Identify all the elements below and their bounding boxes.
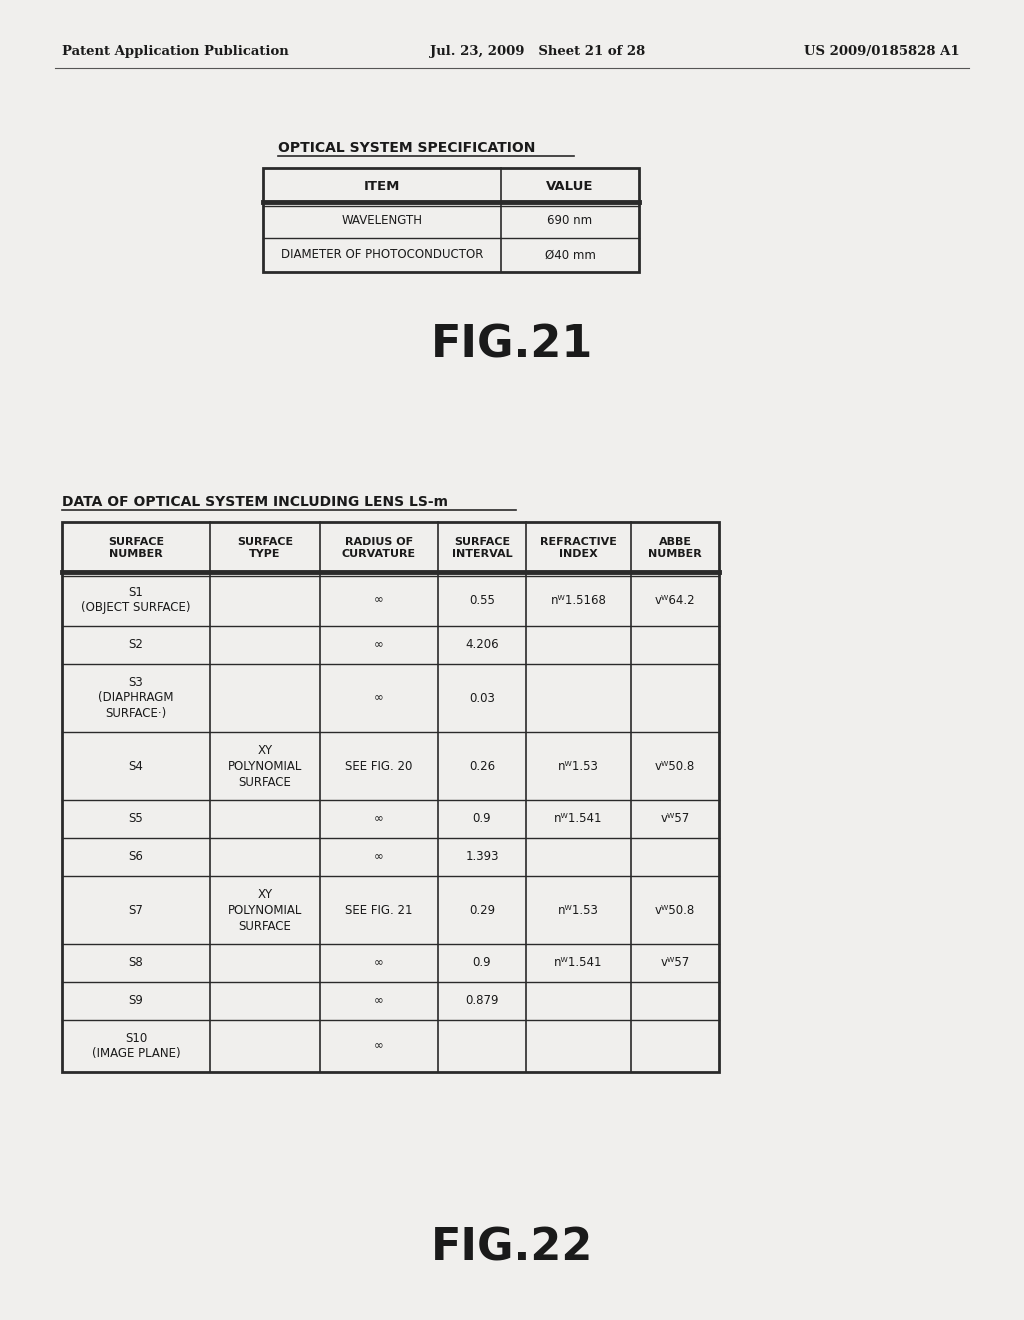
Text: SURFACE
TYPE: SURFACE TYPE (237, 537, 293, 560)
Text: ∞: ∞ (374, 957, 384, 969)
Text: DATA OF OPTICAL SYSTEM INCLUDING LENS LS-m: DATA OF OPTICAL SYSTEM INCLUDING LENS LS… (62, 495, 449, 510)
Text: RADIUS OF
CURVATURE: RADIUS OF CURVATURE (342, 537, 416, 560)
Text: ITEM: ITEM (364, 180, 400, 193)
Text: ∞: ∞ (374, 639, 384, 652)
Text: 0.26: 0.26 (469, 759, 495, 772)
Text: Jul. 23, 2009   Sheet 21 of 28: Jul. 23, 2009 Sheet 21 of 28 (430, 45, 645, 58)
Text: ABBE
NUMBER: ABBE NUMBER (648, 537, 701, 560)
Text: WAVELENGTH: WAVELENGTH (341, 214, 423, 227)
Text: S2: S2 (129, 639, 143, 652)
Text: US 2009/0185828 A1: US 2009/0185828 A1 (805, 45, 961, 58)
Text: nᵂ1.541: nᵂ1.541 (554, 957, 603, 969)
Text: OPTICAL SYSTEM SPECIFICATION: OPTICAL SYSTEM SPECIFICATION (278, 141, 536, 154)
Bar (263, 168, 639, 272)
Text: vᵂ50.8: vᵂ50.8 (655, 903, 695, 916)
Text: S9: S9 (129, 994, 143, 1007)
Text: VALUE: VALUE (546, 180, 594, 193)
Text: nᵂ1.53: nᵂ1.53 (558, 759, 599, 772)
Text: DIAMETER OF PHOTOCONDUCTOR: DIAMETER OF PHOTOCONDUCTOR (281, 248, 483, 261)
Text: ∞: ∞ (374, 994, 384, 1007)
Text: ∞: ∞ (374, 692, 384, 705)
Text: vᵂ50.8: vᵂ50.8 (655, 759, 695, 772)
Text: ∞: ∞ (374, 1040, 384, 1052)
Text: S4: S4 (129, 759, 143, 772)
Text: S3
(DIAPHRAGM
SURFACE·): S3 (DIAPHRAGM SURFACE·) (98, 676, 174, 721)
Text: SURFACE
INTERVAL: SURFACE INTERVAL (452, 537, 512, 560)
Text: vᵂ64.2: vᵂ64.2 (654, 594, 695, 606)
Text: SEE FIG. 21: SEE FIG. 21 (345, 903, 413, 916)
Text: 1.393: 1.393 (465, 850, 499, 863)
Text: 4.206: 4.206 (465, 639, 499, 652)
Text: S7: S7 (129, 903, 143, 916)
Text: FIG.21: FIG.21 (431, 323, 593, 367)
Text: Ø40 mm: Ø40 mm (545, 248, 595, 261)
Text: 690 nm: 690 nm (548, 214, 593, 227)
Text: 0.9: 0.9 (473, 813, 492, 825)
Text: ∞: ∞ (374, 813, 384, 825)
Text: REFRACTIVE
INDEX: REFRACTIVE INDEX (540, 537, 616, 560)
Text: SEE FIG. 20: SEE FIG. 20 (345, 759, 413, 772)
Text: ∞: ∞ (374, 850, 384, 863)
Text: S1
(OBJECT SURFACE): S1 (OBJECT SURFACE) (81, 586, 190, 615)
Text: 0.03: 0.03 (469, 692, 495, 705)
Text: S6: S6 (129, 850, 143, 863)
Text: FIG.22: FIG.22 (431, 1226, 593, 1270)
Text: nᵂ1.541: nᵂ1.541 (554, 813, 603, 825)
Text: S8: S8 (129, 957, 143, 969)
Text: ∞: ∞ (374, 594, 384, 606)
Text: XY
POLYNOMIAL
SURFACE: XY POLYNOMIAL SURFACE (227, 743, 302, 788)
Text: 0.9: 0.9 (473, 957, 492, 969)
Text: 0.55: 0.55 (469, 594, 495, 606)
Text: S5: S5 (129, 813, 143, 825)
Text: Patent Application Publication: Patent Application Publication (62, 45, 289, 58)
Text: nᵂ1.53: nᵂ1.53 (558, 903, 599, 916)
Text: 0.879: 0.879 (465, 994, 499, 1007)
Text: vᵂ57: vᵂ57 (660, 813, 689, 825)
Text: vᵂ57: vᵂ57 (660, 957, 689, 969)
Text: XY
POLYNOMIAL
SURFACE: XY POLYNOMIAL SURFACE (227, 887, 302, 932)
Text: SURFACE
NUMBER: SURFACE NUMBER (108, 537, 164, 560)
Text: 0.29: 0.29 (469, 903, 495, 916)
Bar (62, 521, 719, 1072)
Text: S10
(IMAGE PLANE): S10 (IMAGE PLANE) (92, 1031, 180, 1060)
Text: nᵂ1.5168: nᵂ1.5168 (551, 594, 606, 606)
